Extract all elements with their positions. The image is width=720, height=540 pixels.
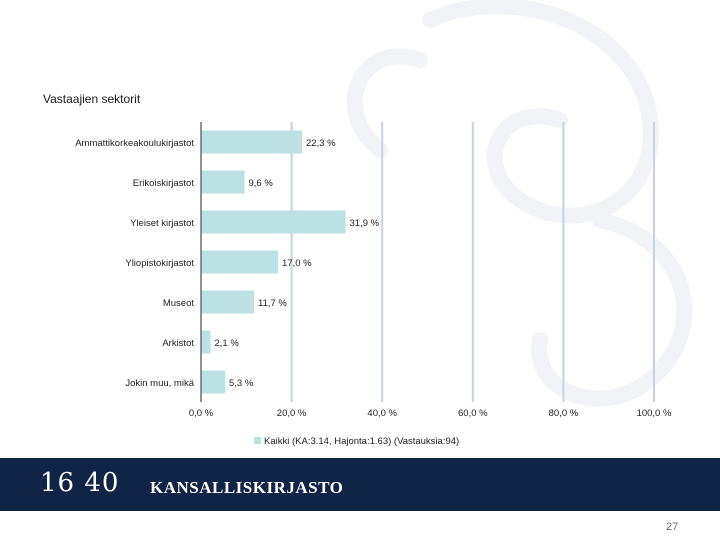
- bar: [201, 170, 245, 194]
- category-label: Erikoiskirjastot: [133, 178, 195, 189]
- category-label: Ammattikorkeakoulukirjastot: [75, 138, 194, 149]
- x-tick-label: 0,0 %: [189, 408, 214, 419]
- bar: [201, 370, 226, 394]
- x-tick-label: 80,0 %: [549, 408, 579, 419]
- logo-text: KANSALLISKIRJASTO: [150, 478, 344, 497]
- bar: [201, 330, 211, 354]
- legend-swatch: [254, 437, 261, 444]
- x-tick-label: 40,0 %: [367, 408, 397, 419]
- category-label: Yleiset kirjastot: [130, 218, 194, 229]
- category-label: Yliopistokirjastot: [125, 258, 194, 269]
- bar: [201, 210, 346, 234]
- data-label: 5,3 %: [229, 378, 254, 389]
- bar-chart: Ammattikorkeakoulukirjastot 22,3 % Erikois…: [75, 122, 672, 447]
- data-label: 2,1 %: [215, 338, 240, 349]
- page-number: 27: [666, 521, 679, 533]
- x-tick-label: 60,0 %: [458, 408, 488, 419]
- chart-title: Vastaajien sektorit: [43, 92, 141, 106]
- data-label: 11,7 %: [258, 298, 287, 309]
- data-label: 17,0 %: [282, 258, 312, 269]
- footer-band: [0, 458, 720, 511]
- logo-number: 16 40: [40, 468, 120, 498]
- legend-label: Kaikki (KA:3.14, Hajonta:1.63) (Vastauks…: [264, 436, 459, 447]
- category-label: Museot: [163, 298, 195, 309]
- x-tick-label: 20,0 %: [277, 408, 307, 419]
- data-label: 31,9 %: [350, 218, 380, 229]
- category-label: Arkistot: [162, 338, 194, 349]
- bar: [201, 290, 255, 314]
- bar: [201, 250, 279, 274]
- data-label: 9,6 %: [248, 178, 273, 189]
- data-label: 22,3 %: [306, 138, 336, 149]
- category-label: Jokin muu, mikä: [125, 378, 194, 389]
- x-tick-label: 100,0 %: [637, 408, 672, 419]
- bar: [201, 130, 303, 154]
